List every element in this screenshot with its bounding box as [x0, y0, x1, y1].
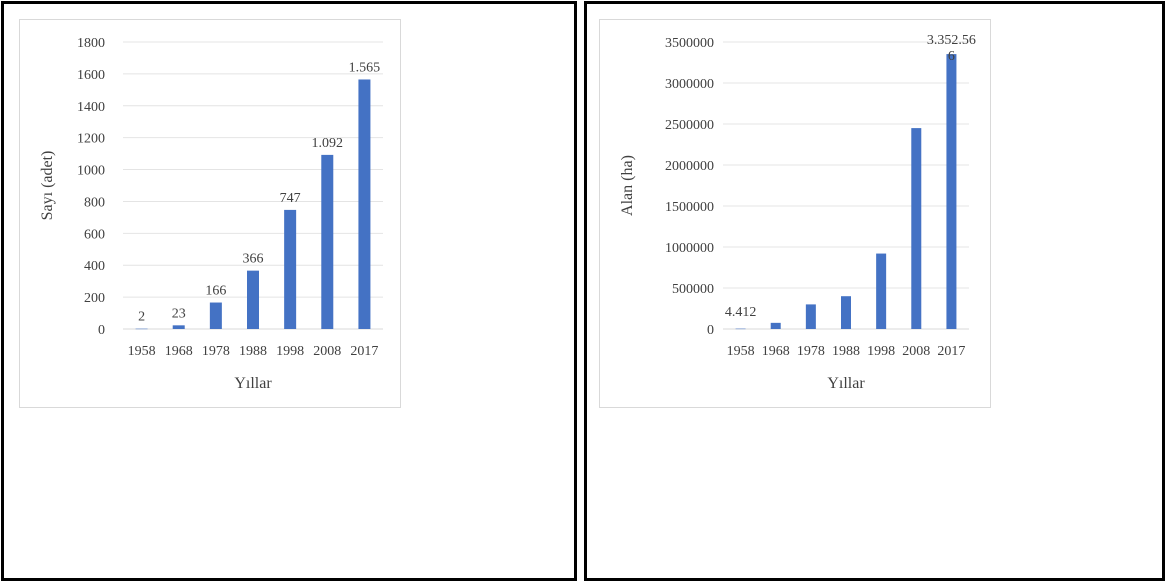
x-tick-label: 1958	[727, 344, 755, 359]
y-tick-label: 600	[84, 227, 105, 242]
bar	[172, 325, 185, 329]
data-label: 747	[280, 191, 301, 206]
x-tick-label: 1978	[797, 344, 825, 359]
bar	[209, 302, 222, 329]
y-tick-label: 3500000	[665, 36, 714, 51]
y-tick-label: 3000000	[665, 77, 714, 92]
data-label: 4.412	[725, 305, 757, 320]
y-tick-label: 0	[707, 323, 714, 338]
bar	[911, 128, 922, 329]
data-label: 3.352.56	[927, 33, 976, 48]
data-label: 1.565	[349, 60, 381, 75]
x-tick-label: 1978	[202, 344, 230, 359]
y-tick-label: 1400	[77, 100, 105, 115]
x-tick-label: 2017	[937, 344, 965, 359]
data-label: 166	[205, 284, 226, 299]
x-tick-label: 1958	[128, 344, 156, 359]
y-tick-label: 500000	[672, 282, 714, 297]
x-tick-label: 1968	[165, 344, 193, 359]
bar	[321, 154, 334, 329]
data-label: 366	[243, 252, 264, 267]
y-tick-label: 200	[84, 291, 105, 306]
bar	[247, 270, 259, 329]
bar	[735, 328, 746, 330]
bar	[770, 322, 781, 329]
data-label: 1.092	[312, 136, 344, 151]
bar	[135, 328, 148, 330]
area-chart-svg: 0 500000 1000000 1500000 2000000 2500000 30000…	[619, 33, 976, 392]
y-tick-label: 800	[84, 195, 105, 210]
x-tick-label: 2017	[350, 344, 378, 359]
x-axis-title: Yıllar	[827, 375, 865, 392]
x-tick-label: 1998	[867, 344, 895, 359]
bar	[358, 79, 371, 329]
x-tick-label: 1968	[762, 344, 790, 359]
x-tick-label: 1998	[276, 344, 304, 359]
y-tick-label: 2500000	[665, 118, 714, 133]
bar	[841, 296, 851, 329]
bar	[946, 54, 957, 329]
bar	[805, 304, 816, 329]
count-chart: 0 200 400 600 800 1000 1200 1400 1600 1800 1958 2 19…	[19, 19, 401, 408]
x-tick-label: 1988	[832, 344, 860, 359]
y-tick-label: 1500000	[665, 200, 714, 215]
x-tick-label: 1988	[239, 344, 267, 359]
count-chart-svg: 0 200 400 600 800 1000 1200 1400 1600 1800 1958 2 19…	[39, 36, 383, 392]
y-tick-label: 1600	[77, 68, 105, 83]
data-label: 23	[172, 306, 186, 321]
y-tick-label: 1000000	[665, 241, 714, 256]
data-label: 6	[948, 49, 955, 64]
y-axis-title: Sayı (adet)	[39, 151, 56, 221]
y-tick-label: 1800	[77, 36, 105, 51]
y-tick-label: 400	[84, 259, 105, 274]
x-tick-label: 2008	[902, 344, 930, 359]
y-tick-label: 2000000	[665, 159, 714, 174]
bar	[876, 253, 887, 329]
area-chart: 0 500000 1000000 1500000 2000000 2500000 30000…	[599, 19, 991, 408]
x-axis-title: Yıllar	[234, 375, 272, 392]
left-chart-panel: 0 200 400 600 800 1000 1200 1400 1600 1800 1958 2 19…	[1, 1, 577, 581]
y-tick-label: 1200	[77, 132, 105, 147]
y-tick-label: 1000	[77, 164, 105, 179]
x-tick-label: 2008	[313, 344, 341, 359]
y-tick-label: 0	[98, 323, 105, 338]
bar	[284, 209, 297, 329]
data-label: 2	[138, 310, 145, 325]
y-axis-title: Alan (ha)	[619, 155, 636, 216]
right-chart-panel: 0 500000 1000000 1500000 2000000 2500000 30000…	[584, 1, 1165, 581]
